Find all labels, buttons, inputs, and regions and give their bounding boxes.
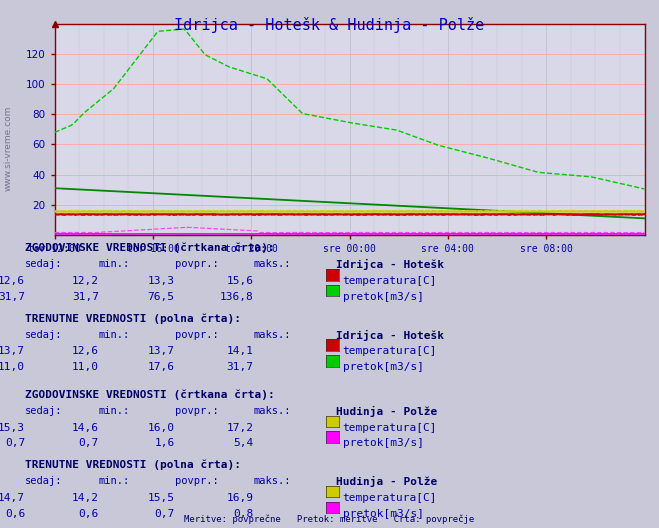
Text: 11,0: 11,0: [72, 362, 99, 372]
Text: maks.:: maks.:: [254, 329, 291, 340]
Text: 0,8: 0,8: [233, 508, 254, 518]
Text: 31,7: 31,7: [227, 362, 254, 372]
Text: 13,7: 13,7: [148, 346, 175, 356]
Text: 5,4: 5,4: [233, 438, 254, 448]
Text: 16,9: 16,9: [227, 493, 254, 503]
Text: 76,5: 76,5: [148, 291, 175, 301]
Text: povpr.:: povpr.:: [175, 406, 218, 416]
Text: 17,2: 17,2: [227, 422, 254, 432]
Text: min.:: min.:: [99, 259, 130, 269]
Text: 31,7: 31,7: [0, 291, 25, 301]
Text: 0,7: 0,7: [154, 508, 175, 518]
Text: 14,7: 14,7: [0, 493, 25, 503]
Text: min.:: min.:: [99, 329, 130, 340]
Text: ZGODOVINSKE VREDNOSTI (črtkana črta):: ZGODOVINSKE VREDNOSTI (črtkana črta):: [25, 390, 275, 400]
Text: 14,1: 14,1: [227, 346, 254, 356]
Text: maks.:: maks.:: [254, 259, 291, 269]
Text: 12,6: 12,6: [72, 346, 99, 356]
Text: Hudinja - Polže: Hudinja - Polže: [336, 406, 438, 417]
Text: ZGODOVINSKE VREDNOSTI (črtkana črta):: ZGODOVINSKE VREDNOSTI (črtkana črta):: [25, 243, 275, 253]
Text: TRENUTNE VREDNOSTI (polna črta):: TRENUTNE VREDNOSTI (polna črta):: [25, 460, 241, 470]
Text: Hudinja - Polže: Hudinja - Polže: [336, 476, 438, 487]
Text: pretok[m3/s]: pretok[m3/s]: [343, 438, 424, 448]
Text: Idrijca - Hotešk: Idrijca - Hotešk: [336, 329, 444, 341]
Text: Idrijca - Hotešk & Hudinja - Polže: Idrijca - Hotešk & Hudinja - Polže: [175, 17, 484, 33]
Text: 15,5: 15,5: [148, 493, 175, 503]
Text: sedaj:: sedaj:: [25, 329, 63, 340]
Text: 14,6: 14,6: [72, 422, 99, 432]
Text: pretok[m3/s]: pretok[m3/s]: [343, 291, 424, 301]
Text: maks.:: maks.:: [254, 406, 291, 416]
Text: povpr.:: povpr.:: [175, 329, 218, 340]
Text: 1,6: 1,6: [154, 438, 175, 448]
Text: sedaj:: sedaj:: [25, 406, 63, 416]
Text: 12,6: 12,6: [0, 276, 25, 286]
Text: pretok[m3/s]: pretok[m3/s]: [343, 508, 424, 518]
Text: temperatura[C]: temperatura[C]: [343, 422, 437, 432]
Text: temperatura[C]: temperatura[C]: [343, 493, 437, 503]
Text: 13,3: 13,3: [148, 276, 175, 286]
Text: 31,7: 31,7: [72, 291, 99, 301]
Text: 0,6: 0,6: [78, 508, 99, 518]
Text: maks.:: maks.:: [254, 476, 291, 486]
Text: 0,6: 0,6: [5, 508, 25, 518]
Text: povpr.:: povpr.:: [175, 259, 218, 269]
Text: 17,6: 17,6: [148, 362, 175, 372]
Text: 0,7: 0,7: [78, 438, 99, 448]
Text: TRENUTNE VREDNOSTI (polna črta):: TRENUTNE VREDNOSTI (polna črta):: [25, 313, 241, 324]
Text: temperatura[C]: temperatura[C]: [343, 346, 437, 356]
Text: 13,7: 13,7: [0, 346, 25, 356]
Text: 16,0: 16,0: [148, 422, 175, 432]
Text: min.:: min.:: [99, 406, 130, 416]
Text: Idrijca - Hotešk: Idrijca - Hotešk: [336, 259, 444, 270]
Text: min.:: min.:: [99, 476, 130, 486]
Text: 0,7: 0,7: [5, 438, 25, 448]
Text: sedaj:: sedaj:: [25, 259, 63, 269]
Text: Meritve: povprečne   Pretok: meritve   Črta: povprečje: Meritve: povprečne Pretok: meritve Črta:…: [185, 514, 474, 524]
Text: 12,2: 12,2: [72, 276, 99, 286]
Text: 15,3: 15,3: [0, 422, 25, 432]
Text: 14,2: 14,2: [72, 493, 99, 503]
Text: povpr.:: povpr.:: [175, 476, 218, 486]
Text: 136,8: 136,8: [220, 291, 254, 301]
Text: www.si-vreme.com: www.si-vreme.com: [4, 105, 13, 191]
Text: 15,6: 15,6: [227, 276, 254, 286]
Text: temperatura[C]: temperatura[C]: [343, 276, 437, 286]
Text: pretok[m3/s]: pretok[m3/s]: [343, 362, 424, 372]
Text: sedaj:: sedaj:: [25, 476, 63, 486]
Text: 11,0: 11,0: [0, 362, 25, 372]
